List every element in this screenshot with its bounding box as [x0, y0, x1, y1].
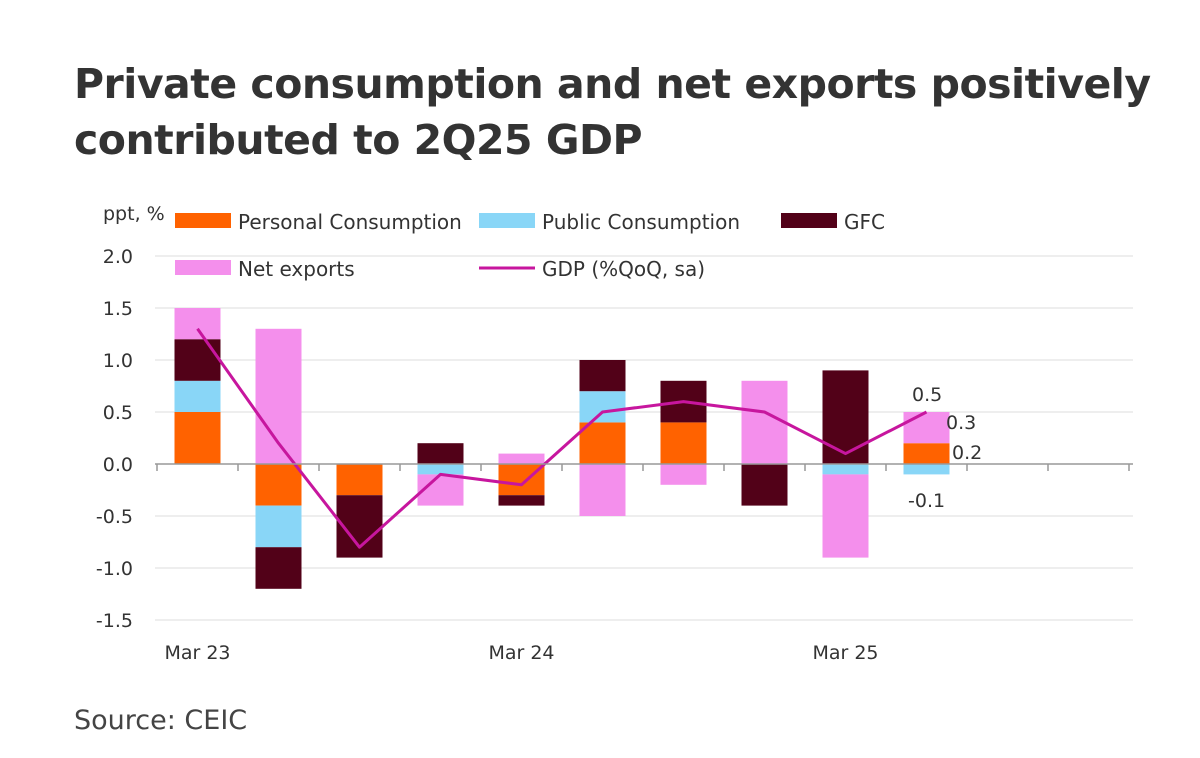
data-label: 0.2	[952, 442, 982, 464]
bar-net-exports	[174, 308, 221, 340]
x-axis: Mar 23 Mar 24 Mar 25	[155, 463, 1133, 664]
bar-gfc	[417, 443, 464, 464]
x-tick-label: Mar 24	[488, 642, 554, 664]
legend-swatch-personal-consumption	[175, 213, 231, 228]
legend-label-gdp-qoq-sa: GDP (%QoQ, sa)	[542, 257, 705, 281]
bar-personal-consumption	[903, 443, 950, 464]
bar-net-exports	[579, 464, 626, 516]
legend-label-net-exports: Net exports	[238, 257, 355, 281]
data-label: -0.1	[908, 490, 945, 512]
x-tick-label: Mar 23	[164, 642, 230, 664]
chart: 2.0 1.5 1.0 0.5 0.0 -0.5 -1.0 -1.5 Mar 23 Mar 24…	[96, 203, 1133, 664]
y-tick-label: -1.0	[96, 558, 133, 580]
bar-gfc	[579, 360, 626, 392]
legend-swatch-gfc	[781, 213, 837, 228]
bar-gfc	[174, 339, 221, 381]
y-tick-label: 0.0	[103, 454, 133, 476]
y-tick-label: 1.5	[103, 298, 133, 320]
bar-public-consumption	[174, 380, 221, 412]
bar-public-consumption	[255, 505, 302, 548]
bar-net-exports	[741, 380, 788, 464]
bar-net-exports	[822, 474, 869, 558]
y-tick-label: -1.5	[96, 610, 133, 632]
data-labels: 0.50.3 0.2 -0.1	[908, 384, 982, 512]
bar-gfc	[741, 464, 788, 506]
bar-gfc	[498, 495, 545, 506]
legend-label-personal-consumption: Personal Consumption	[238, 210, 462, 234]
legend-label-gfc: GFC	[844, 210, 885, 234]
y-axis-ticks: 2.0 1.5 1.0 0.5 0.0 -0.5 -1.0 -1.5	[96, 246, 133, 632]
legend-swatch-public-consumption	[479, 213, 535, 228]
x-tick-label: Mar 25	[812, 642, 878, 664]
legend: Personal Consumption Public Consumption GF…	[175, 210, 885, 281]
data-label: 0.3	[946, 412, 976, 434]
y-axis-label: ppt, %	[103, 203, 165, 225]
grid-lines	[155, 255, 1133, 621]
gdp-line-series	[196, 327, 928, 549]
bar-net-exports	[903, 412, 950, 444]
bar-personal-consumption	[660, 422, 707, 464]
bar-series	[174, 308, 950, 589]
bar-personal-consumption	[255, 464, 302, 506]
gdp-line	[196, 327, 928, 549]
y-tick-label: 2.0	[103, 246, 133, 268]
y-tick-label: -0.5	[96, 506, 133, 528]
bar-public-consumption	[417, 464, 464, 475]
bar-net-exports	[660, 464, 707, 485]
bar-public-consumption	[579, 391, 626, 423]
bar-personal-consumption	[336, 464, 383, 496]
y-tick-label: 1.0	[103, 350, 133, 372]
source-note: Source: CEIC	[74, 705, 248, 736]
bar-public-consumption	[822, 464, 869, 475]
y-tick-label: 0.5	[103, 402, 133, 424]
bar-personal-consumption	[579, 422, 626, 464]
bar-public-consumption	[903, 464, 950, 475]
bar-gfc	[255, 547, 302, 589]
chart-title: Private consumption and net exports posi…	[74, 60, 1151, 164]
legend-swatch-net-exports	[175, 260, 231, 275]
bar-personal-consumption	[174, 412, 221, 464]
data-label: 0.5	[912, 384, 942, 406]
bar-net-exports	[498, 453, 545, 464]
legend-label-public-consumption: Public Consumption	[542, 210, 740, 234]
bar-gfc	[822, 370, 869, 464]
